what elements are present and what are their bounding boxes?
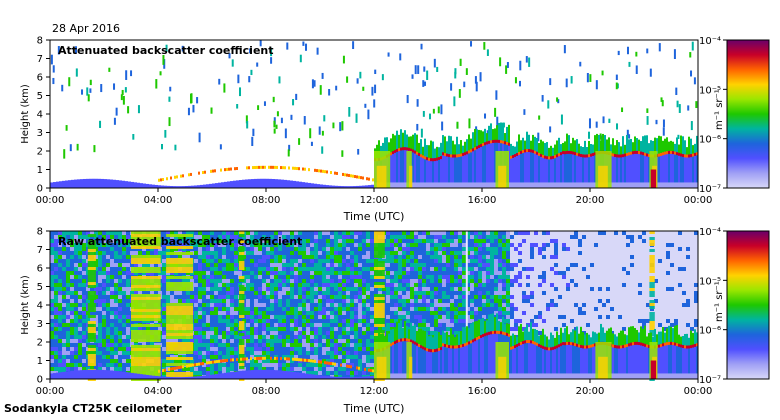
y-tick-label: 7 <box>37 54 43 65</box>
colorbar-tick-label: 10⁻⁷ <box>699 375 721 386</box>
y-tick-label: 8 <box>37 227 43 238</box>
y-tick-label: 3 <box>37 319 43 330</box>
colorbar-tick-label: 10⁻⁶ <box>699 326 721 337</box>
x-tick-label: 16:00 <box>468 386 497 397</box>
y-tick-label: 4 <box>37 110 43 121</box>
x-tick-label: 00:00 <box>684 195 713 206</box>
y-tick-label: 8 <box>37 36 43 47</box>
x-axis-label-top: Time (UTC) <box>343 210 405 223</box>
y-tick-label: 2 <box>37 147 43 158</box>
footer-instrument: Sodankyla CT25K ceilometer <box>4 402 182 415</box>
y-tick-label: 1 <box>37 165 43 176</box>
date-label: 28 Apr 2016 <box>52 22 121 35</box>
colorbar-unit-bottom: m⁻¹ sr⁻¹ <box>714 281 725 322</box>
y-tick-label: 6 <box>37 264 43 275</box>
y-tick-label: 0 <box>37 375 43 386</box>
x-tick-label: 00:00 <box>36 195 65 206</box>
panel-raw: 0 1 2 3 4 5 6 7 8 Height (km) 00:00 04:00 08:00 12:00… <box>20 227 712 398</box>
x-tick-label: 00:00 <box>36 386 65 397</box>
colorbar-tick-label: 10⁻⁶ <box>699 135 721 146</box>
colorbar-tick-label: 10⁻⁷ <box>699 184 721 195</box>
y-tick-label: 7 <box>37 245 43 256</box>
backscatter-field <box>50 40 698 188</box>
x-tick-label: 12:00 <box>360 386 389 397</box>
y-axis-label: Height (km) <box>20 84 31 144</box>
x-tick-label: 00:00 <box>684 386 713 397</box>
panel-title-raw: Raw attenuated backscatter coefficient <box>58 235 303 248</box>
colorbar-gradient <box>726 39 770 189</box>
colorbar-tick-label: 10⁻⁴ <box>699 227 721 238</box>
x-tick-label: 20:00 <box>576 195 605 206</box>
panel-attenuated: 0 1 2 3 4 5 6 7 8 Height (km) 00:00 04:00 08:00 12:00… <box>20 36 712 207</box>
y-tick-label: 3 <box>37 128 43 139</box>
y-tick-label: 5 <box>37 91 43 102</box>
x-tick-label: 04:00 <box>144 386 173 397</box>
x-tick-label: 12:00 <box>360 195 389 206</box>
x-tick-label: 20:00 <box>576 386 605 397</box>
x-tick-label: 08:00 <box>252 195 281 206</box>
y-tick-label: 2 <box>37 338 43 349</box>
x-axis-label-bottom: Time (UTC) <box>343 402 405 415</box>
colorbar-tick-label: 10⁻⁵ <box>699 276 721 287</box>
x-tick-label: 16:00 <box>468 195 497 206</box>
x-tick-label: 08:00 <box>252 386 281 397</box>
colorbar-top: 10⁻⁴ 10⁻⁵ 10⁻⁶ 10⁻⁷ <box>699 36 770 195</box>
colorbar-tick-label: 10⁻⁵ <box>699 85 721 96</box>
colorbar-gradient <box>726 230 770 380</box>
x-tick-label: 04:00 <box>144 195 173 206</box>
backscatter-field <box>50 231 698 381</box>
y-tick-label: 1 <box>37 356 43 367</box>
colorbar-tick-label: 10⁻⁴ <box>699 36 721 47</box>
colorbar-bottom: 10⁻⁴ 10⁻⁵ 10⁻⁶ 10⁻⁷ <box>699 227 770 386</box>
y-tick-label: 5 <box>37 282 43 293</box>
y-tick-label: 0 <box>37 184 43 195</box>
y-tick-label: 4 <box>37 301 43 312</box>
colorbar-unit-top: m⁻¹ sr⁻¹ <box>714 89 725 130</box>
y-tick-label: 6 <box>37 73 43 84</box>
panel-title-attenuated: Attenuated backscatter coefficient <box>58 44 274 57</box>
y-axis-label: Height (km) <box>20 275 31 335</box>
